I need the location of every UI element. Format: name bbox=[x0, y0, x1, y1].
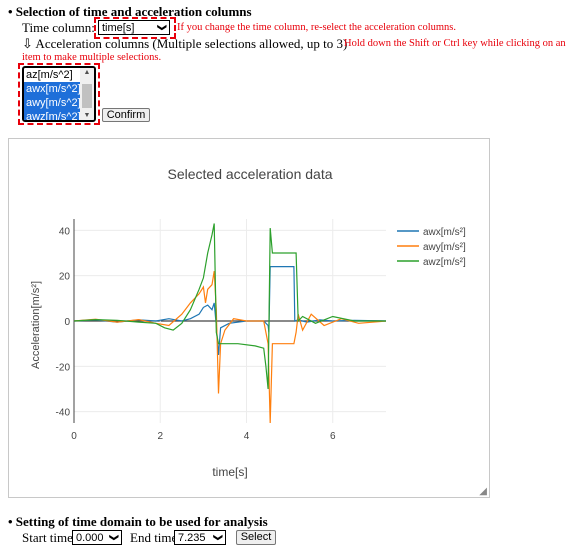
listbox-option[interactable]: awz[m/s^2] bbox=[24, 110, 84, 120]
series-line[interactable] bbox=[73, 265, 387, 356]
x-tick-label: 6 bbox=[330, 431, 336, 442]
chevron-down-icon: ❯ bbox=[157, 23, 168, 32]
select-button[interactable]: Select bbox=[236, 530, 276, 545]
legend-label: awy[m/s²] bbox=[423, 242, 466, 253]
accel-listbox-highlight: az[m/s^2] awx[m/s^2] awy[m/s^2] awz[m/s^2] … bbox=[18, 63, 100, 125]
scrollbar-thumb[interactable] bbox=[82, 84, 92, 108]
series-line[interactable] bbox=[73, 271, 387, 424]
section-heading-columns: • Selection of time and acceleration col… bbox=[8, 4, 252, 19]
time-column-label: Time column: bbox=[22, 20, 95, 35]
start-time-select[interactable]: 0.000 ❯ bbox=[72, 530, 122, 545]
chevron-down-icon: ❯ bbox=[109, 533, 120, 542]
y-tick-label: 40 bbox=[59, 226, 71, 237]
y-tick-label: -40 bbox=[56, 408, 71, 419]
listbox-option[interactable]: az[m/s^2] bbox=[26, 69, 73, 81]
chart-container: -40 -20 0 20 40 0 2 4 6 Selected acceleration da… bbox=[8, 138, 490, 498]
x-tick-label: 0 bbox=[71, 431, 77, 442]
start-time-label: Start time bbox=[22, 530, 73, 545]
end-time-label: End time bbox=[130, 530, 178, 545]
time-column-note: If you change the time column, re-select… bbox=[177, 22, 457, 33]
end-time-select[interactable]: 7.235 ❯ bbox=[174, 530, 226, 545]
accel-columns-note-2: item to make multiple selections. bbox=[22, 52, 162, 63]
legend-item[interactable]: awz[m/s²] bbox=[397, 257, 466, 268]
section-heading-time-domain: • Setting of time domain to be used for … bbox=[8, 514, 268, 529]
chart-title: Selected acceleration data bbox=[168, 166, 333, 182]
start-time-value: 0.000 bbox=[76, 531, 104, 544]
legend-item[interactable]: awy[m/s²] bbox=[397, 242, 466, 253]
time-column-highlight: time[s] ❯ bbox=[94, 17, 176, 39]
y-axis-label: Acceleration[m/s²] bbox=[30, 281, 42, 369]
acceleration-chart: -40 -20 0 20 40 0 2 4 6 Selected acceleration da… bbox=[30, 166, 466, 479]
accel-columns-note-1: Hold down the Shift or Ctrl key while cl… bbox=[344, 38, 566, 49]
end-time-value: 7.235 bbox=[178, 531, 206, 544]
chevron-down-icon: ❯ bbox=[213, 533, 224, 542]
scroll-up-icon[interactable]: ▲ bbox=[83, 69, 91, 76]
y-tick-label: -20 bbox=[56, 362, 71, 373]
x-axis-label: time[s] bbox=[212, 465, 247, 479]
legend-label: awx[m/s²] bbox=[423, 227, 466, 238]
y-tick-label: 0 bbox=[64, 317, 70, 328]
resize-handle-icon[interactable]: ◢ bbox=[479, 486, 487, 497]
listbox-option[interactable]: awy[m/s^2] bbox=[24, 96, 84, 110]
accel-columns-listbox[interactable]: az[m/s^2] awx[m/s^2] awy[m/s^2] awz[m/s^2] … bbox=[22, 66, 96, 122]
y-tick-label: 20 bbox=[59, 272, 71, 283]
legend-item[interactable]: awx[m/s²] bbox=[397, 227, 466, 238]
accel-columns-label: ⇩ Acceleration columns (Multiple selecti… bbox=[22, 36, 348, 51]
legend-label: awz[m/s²] bbox=[423, 257, 466, 268]
listbox-scrollbar[interactable]: ▲ ▼ bbox=[80, 68, 94, 120]
confirm-button[interactable]: Confirm bbox=[102, 108, 150, 122]
scroll-down-icon[interactable]: ▼ bbox=[83, 112, 91, 119]
listbox-option[interactable]: awx[m/s^2] bbox=[24, 82, 84, 96]
time-column-value: time[s] bbox=[102, 21, 135, 34]
x-tick-label: 2 bbox=[157, 431, 163, 442]
time-column-select[interactable]: time[s] ❯ bbox=[98, 20, 170, 35]
series-line[interactable] bbox=[73, 223, 386, 390]
chart-legend[interactable]: awx[m/s²] awy[m/s²] awz[m/s²] bbox=[397, 227, 466, 268]
x-tick-label: 4 bbox=[244, 431, 250, 442]
